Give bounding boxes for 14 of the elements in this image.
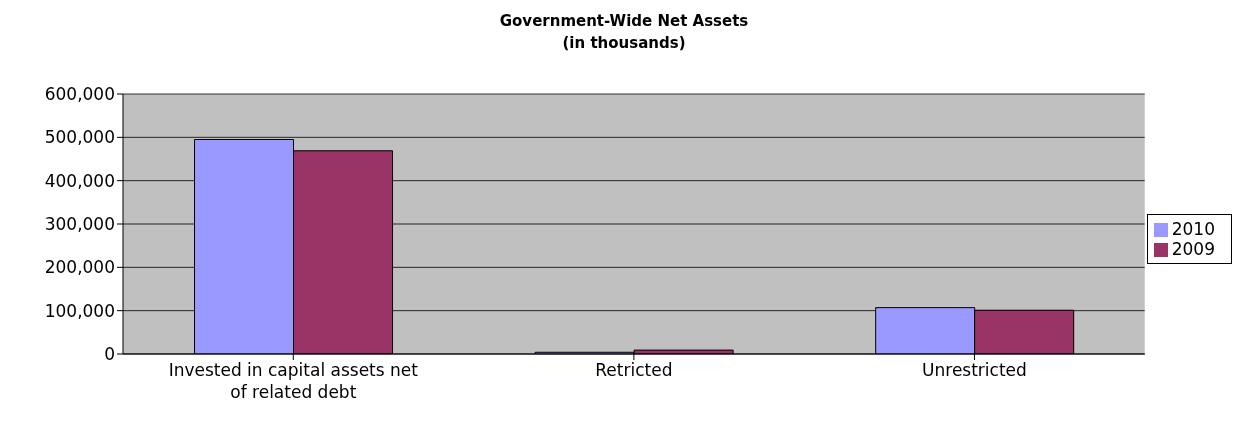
- y-tick-label: 600,000: [44, 84, 115, 105]
- y-tick-label: 100,000: [44, 300, 115, 321]
- y-tick-label: 300,000: [44, 214, 115, 235]
- x-tick-label: Invested in capital assets net of related debt: [168, 360, 419, 402]
- legend-label: 2010: [1171, 219, 1215, 239]
- y-tick-label: 200,000: [44, 257, 115, 278]
- chart-title: Government-Wide Net Assets: [498, 11, 750, 32]
- y-tick-label: 400,000: [44, 170, 115, 191]
- chart-subtitle: (in thousands): [561, 33, 687, 54]
- y-tick-label: 500,000: [44, 127, 115, 148]
- x-tick-label: Retricted: [595, 360, 673, 380]
- y-tick-label: 0: [104, 344, 115, 365]
- x-tick-label: Unrestricted: [922, 360, 1027, 380]
- legend-label: 2009: [1171, 239, 1215, 259]
